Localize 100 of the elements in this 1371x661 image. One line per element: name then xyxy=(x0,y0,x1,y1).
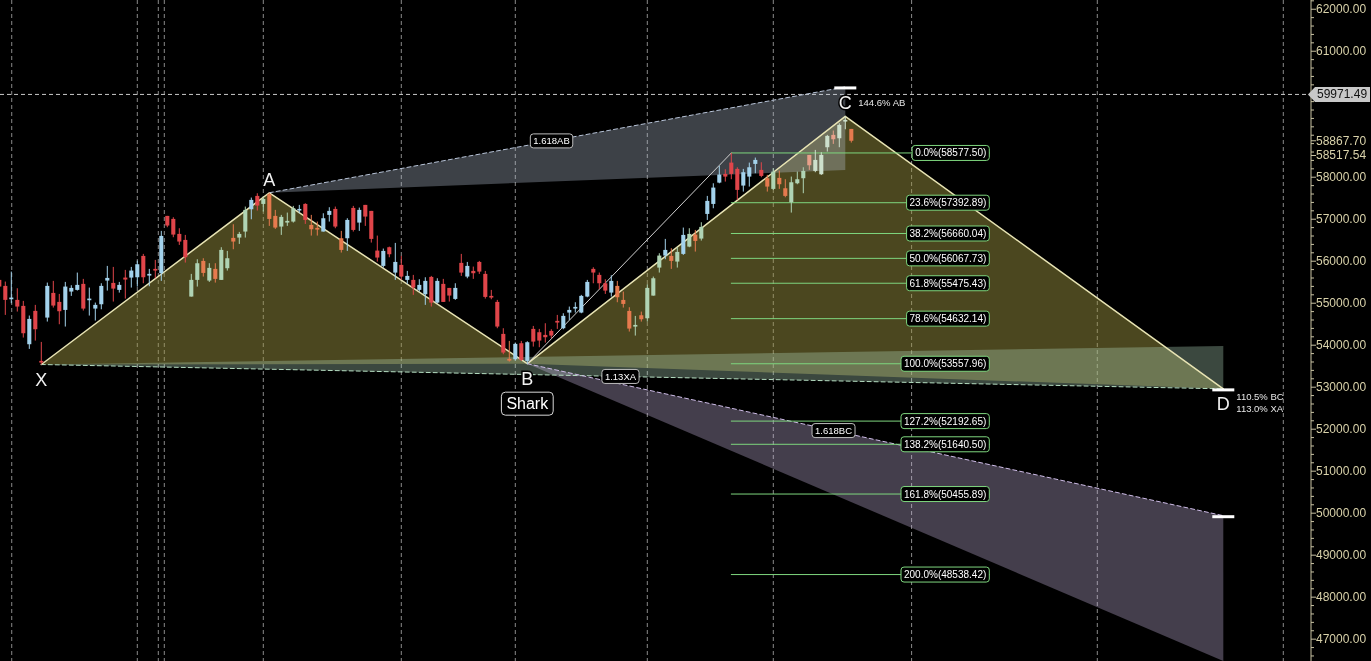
y-tick-label: 53000.00 xyxy=(1316,380,1367,395)
y-tick-label: 52000.00 xyxy=(1316,422,1367,437)
y-tick-label: 55000.00 xyxy=(1316,296,1367,311)
candlestick xyxy=(483,270,488,300)
candlestick xyxy=(213,262,218,284)
y-tick-label: 56000.00 xyxy=(1316,254,1367,269)
candlestick xyxy=(411,274,416,296)
series-label: 1.618BC xyxy=(815,425,853,437)
y-tick-label: 48000.00 xyxy=(1316,590,1367,605)
candlestick xyxy=(231,223,236,250)
y-tick-label: 58517.54 xyxy=(1316,148,1367,163)
candlestick xyxy=(105,265,110,292)
series-label: 138.2%(51640.50) xyxy=(904,438,987,450)
candlestick xyxy=(459,253,464,277)
candlestick xyxy=(705,195,710,221)
candlestick xyxy=(333,206,338,229)
candlestick xyxy=(711,182,716,209)
candlestick xyxy=(201,257,206,278)
candlestick xyxy=(183,234,188,264)
candlestick xyxy=(615,280,620,303)
candlestick xyxy=(501,327,506,355)
y-tick-label: 49000.00 xyxy=(1316,548,1367,563)
candlestick xyxy=(111,266,116,303)
series-label: 38.2%(56660.04) xyxy=(909,227,987,239)
y-tick-label: 50000.00 xyxy=(1316,506,1367,521)
annotation: D xyxy=(1216,393,1230,414)
candlestick xyxy=(669,247,674,270)
candlestick xyxy=(225,250,230,272)
candlestick xyxy=(435,277,440,304)
candlestick xyxy=(519,340,524,362)
candlestick xyxy=(693,229,698,253)
candlestick xyxy=(627,306,632,333)
candlestick xyxy=(819,151,824,176)
candlestick xyxy=(741,168,746,193)
candlestick xyxy=(657,252,662,274)
y-tick-label: 62000.00 xyxy=(1316,2,1367,17)
candlestick xyxy=(279,214,284,236)
candlestick xyxy=(303,202,308,225)
y-tick-label: 58000.00 xyxy=(1316,170,1367,185)
candlestick xyxy=(423,276,428,306)
candlestick xyxy=(813,149,818,173)
candlestick xyxy=(321,212,326,233)
candlestick xyxy=(357,207,362,232)
candlestick xyxy=(525,340,530,365)
candlestick xyxy=(513,342,518,362)
candlestick xyxy=(207,262,212,283)
candlestick xyxy=(63,281,68,328)
ref-line-label: 59971.49 xyxy=(1317,87,1368,102)
annotation: A xyxy=(263,169,276,190)
candlestick xyxy=(789,176,794,214)
candlestick xyxy=(273,209,278,230)
candlestick xyxy=(675,246,680,269)
annotation: B xyxy=(521,368,534,389)
candlestick xyxy=(771,167,776,191)
series-label: 200.0%(48538.42) xyxy=(904,569,987,581)
candlestick xyxy=(93,302,98,322)
candlestick xyxy=(441,278,446,303)
candlestick xyxy=(57,293,62,325)
y-tick-label: 51000.00 xyxy=(1316,464,1367,479)
candlestick xyxy=(3,281,8,316)
series-label: 23.6%(57392.89) xyxy=(909,197,987,209)
series-label: 161.8%(50455.89) xyxy=(904,488,987,500)
annotation: X xyxy=(35,369,48,390)
candlestick xyxy=(573,301,578,314)
series-label: 61.8%(55475.43) xyxy=(909,277,987,289)
series-label: 1.618AB xyxy=(533,135,570,147)
candlestick xyxy=(735,166,740,201)
candlestick xyxy=(129,266,134,289)
candlestick xyxy=(51,280,56,309)
candlestick xyxy=(777,170,782,190)
candlestick xyxy=(351,205,356,233)
annotation: C xyxy=(838,93,852,114)
annotation: 144.6% AB xyxy=(858,96,906,108)
candlestick xyxy=(837,122,842,148)
candlestick xyxy=(393,242,398,281)
candlestick xyxy=(507,340,512,363)
candlestick xyxy=(381,248,386,269)
candlestick xyxy=(537,328,542,348)
candlestick xyxy=(729,152,734,180)
y-tick-label: 57000.00 xyxy=(1316,212,1367,227)
annotation: 113.0% XA xyxy=(1236,403,1284,415)
candlestick xyxy=(651,276,656,297)
y-tick-label: 61000.00 xyxy=(1316,44,1367,59)
candlestick xyxy=(135,260,140,288)
y-tick-label: 58867.70 xyxy=(1316,133,1367,148)
candlestick xyxy=(153,259,158,279)
candlestick xyxy=(783,178,788,198)
candlestick xyxy=(189,273,194,298)
annotation: 110.5% BC xyxy=(1236,391,1284,403)
candlestick xyxy=(633,315,638,337)
candlestick xyxy=(747,162,752,188)
candlestick xyxy=(99,282,104,310)
candlestick xyxy=(681,227,686,256)
series-label: 50.0%(56067.73) xyxy=(909,252,987,264)
candlestick xyxy=(33,304,38,342)
candlestick xyxy=(123,269,128,300)
series-label: 78.6%(54632.14) xyxy=(909,313,987,325)
text: Shark xyxy=(506,395,550,413)
candlestick xyxy=(609,274,614,298)
candlestick xyxy=(195,258,200,288)
